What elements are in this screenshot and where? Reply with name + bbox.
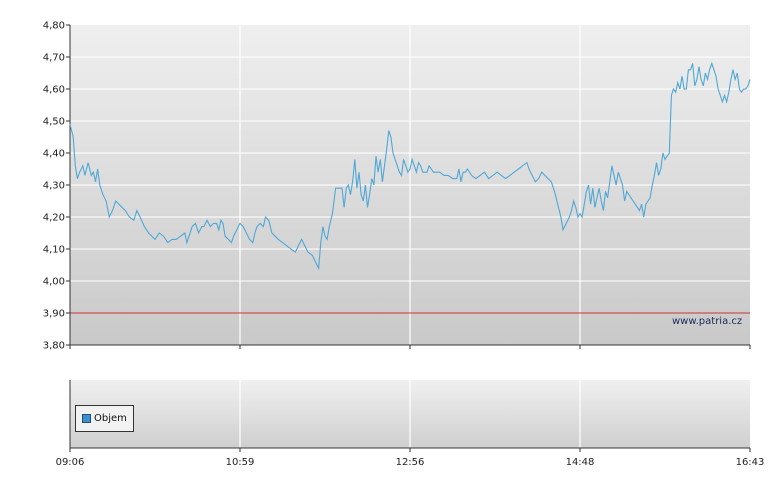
y-tick-label: 4,00 xyxy=(43,277,65,288)
watermark: www.patria.cz xyxy=(672,316,743,327)
y-tick-label: 4,30 xyxy=(43,181,65,192)
x-tick-label: 14:48 xyxy=(566,457,595,468)
y-tick-label: 4,60 xyxy=(43,85,65,96)
y-tick-label: 3,80 xyxy=(43,341,65,352)
price-series-line xyxy=(69,61,751,271)
x-tick-label: 10:59 xyxy=(226,457,255,468)
y-tick-label: 3,90 xyxy=(43,309,65,320)
x-tick-label: 16:43 xyxy=(736,457,765,468)
y-tick-label: 4,80 xyxy=(43,21,65,32)
y-tick-label: 4,50 xyxy=(43,117,65,128)
x-axis: 09:06 10:59 12:56 14:48 16:43 xyxy=(56,457,765,468)
price-panel: 4,80 4,70 4,60 4,50 4,40 4,30 4,20 4,10 4,00 3,90… xyxy=(43,21,751,352)
volume-legend: Objem xyxy=(75,405,134,432)
volume-panel xyxy=(69,380,751,452)
y-tick-label: 4,40 xyxy=(43,149,65,160)
legend-label: Objem xyxy=(94,413,127,424)
x-tick-label: 12:56 xyxy=(396,457,425,468)
y-tick-label: 4,10 xyxy=(43,245,65,256)
x-tick-label: 09:06 xyxy=(56,457,85,468)
legend-swatch-icon xyxy=(82,414,91,423)
y-tick-label: 4,20 xyxy=(43,213,65,224)
y-tick-label: 4,70 xyxy=(43,53,65,64)
